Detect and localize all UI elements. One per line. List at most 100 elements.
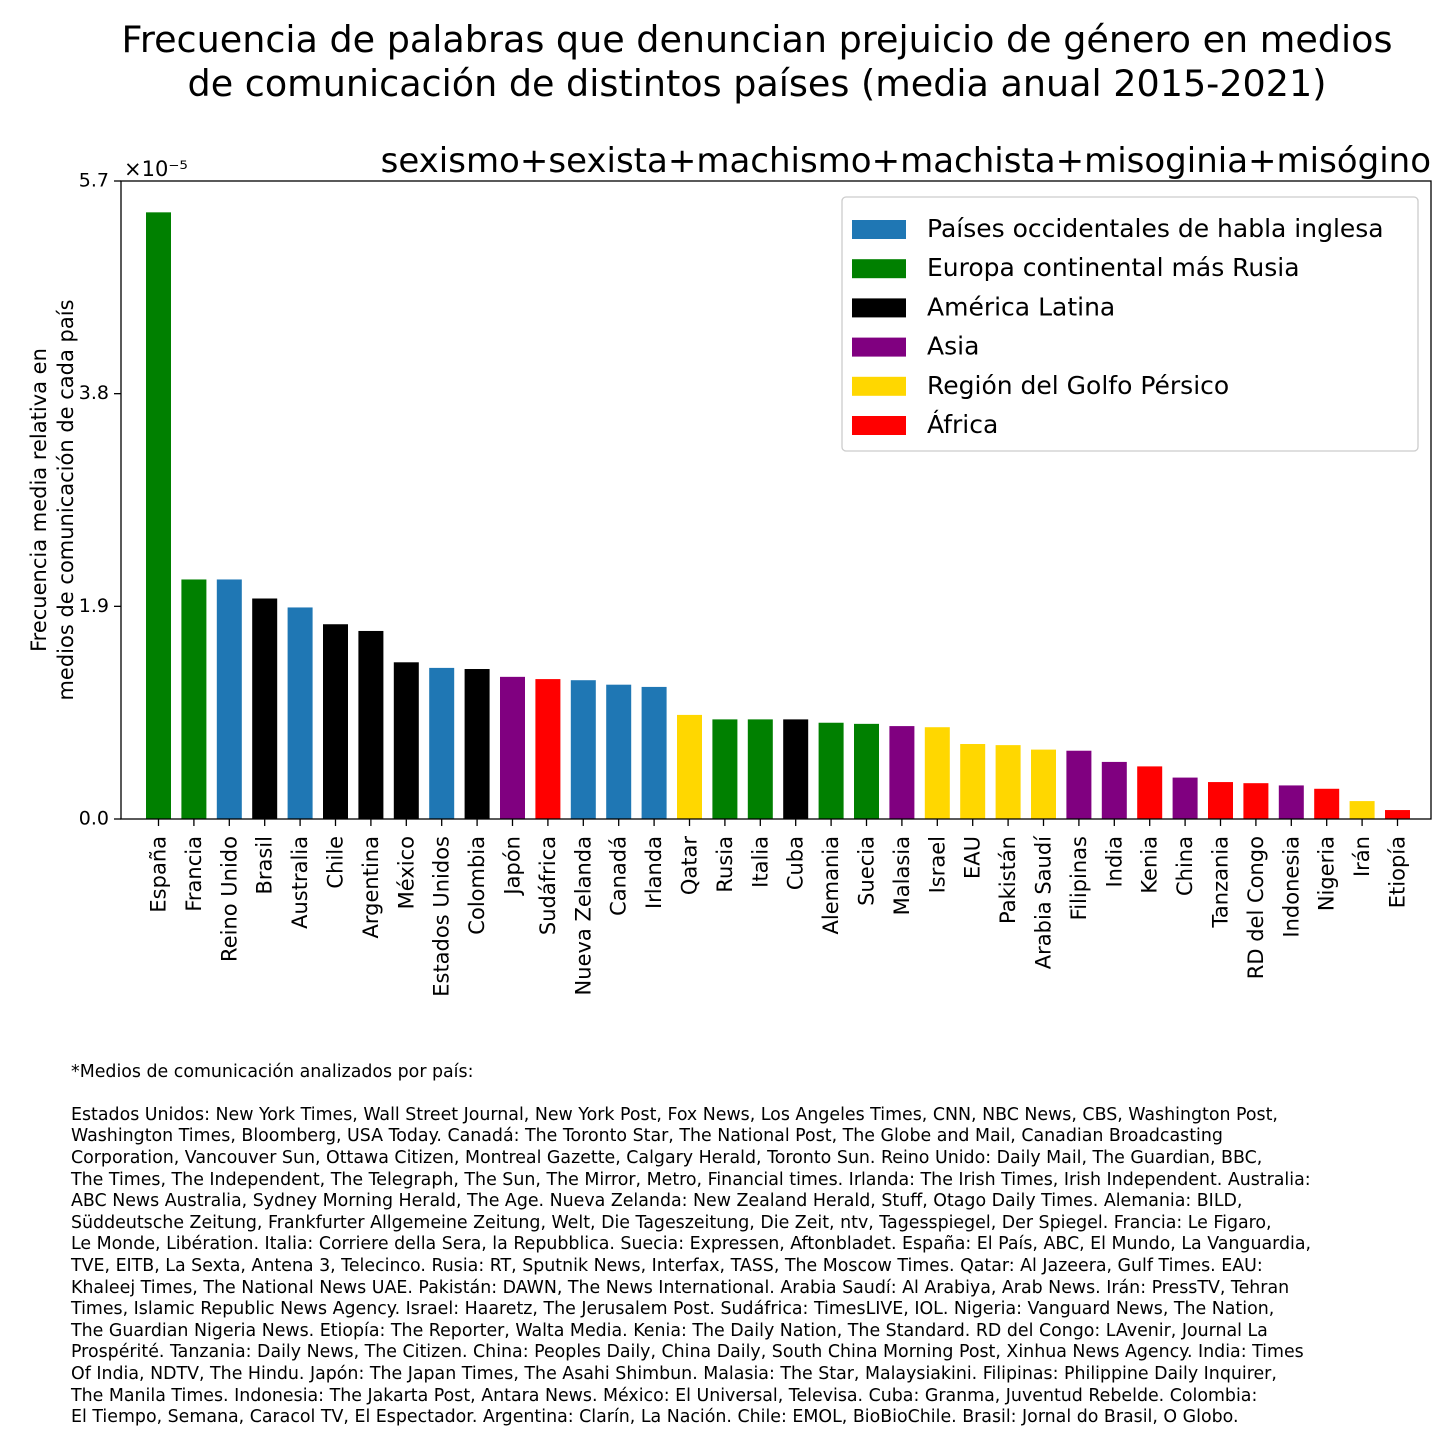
x-tick-label: Israel (925, 836, 949, 893)
chart-title-line: Frecuencia de palabras que denuncian pre… (122, 18, 1393, 61)
bar (818, 722, 844, 819)
legend-swatch (852, 376, 906, 396)
bar (889, 726, 915, 819)
bar (606, 684, 632, 819)
x-tick-label: Nueva Zelanda (571, 836, 595, 995)
bar (1385, 810, 1410, 819)
bar (1349, 801, 1375, 819)
plot-frame (120, 180, 1432, 820)
x-tick-label: Chile (324, 836, 348, 889)
legend-label: África (927, 410, 998, 439)
x-tick-label: Colombia (465, 836, 489, 935)
bar (181, 579, 207, 819)
x-tick-label: Australia (288, 836, 312, 929)
x-tick-label: Suecia (855, 836, 879, 906)
bar (1031, 749, 1056, 819)
bar (641, 686, 667, 819)
x-tick-label: Sudáfrica (536, 836, 560, 935)
bar (323, 624, 348, 819)
chart-title-line: de comunicación de distintos países (med… (188, 62, 1327, 105)
y-tick-label: 5.7 (79, 170, 109, 192)
x-axis: España Francia Reino Unido Brasil Australia C… (147, 819, 1410, 997)
legend-swatch (852, 220, 906, 239)
legend-swatch (852, 298, 906, 318)
x-tick-label: Indonesia (1279, 836, 1303, 938)
x-tick-label: Irán (1350, 836, 1374, 877)
x-tick-label: EAU (961, 836, 985, 879)
bar (358, 630, 384, 819)
bar (393, 662, 419, 819)
bar (960, 744, 986, 819)
y-tick-label: 3.8 (79, 382, 109, 404)
bar (1137, 766, 1163, 819)
bar (1208, 782, 1233, 819)
y-axis-scale-label: ×10⁻⁵ (124, 157, 188, 181)
legend-swatch (852, 337, 906, 357)
x-tick-label: China (1173, 836, 1197, 896)
bar (1066, 750, 1092, 819)
x-tick-label: Alemania (819, 836, 843, 934)
x-tick-label: Irlanda (642, 836, 666, 909)
bar (677, 714, 702, 819)
bar (1278, 785, 1304, 819)
bar (1172, 777, 1198, 819)
bar (146, 212, 171, 820)
bar (500, 676, 525, 819)
bar (924, 727, 950, 819)
x-tick-label: Kenia (1138, 836, 1162, 894)
x-tick-label: Cuba (784, 836, 808, 890)
x-tick-label: Qatar (678, 836, 702, 896)
bar (287, 607, 313, 819)
x-tick-label: Canadá (607, 836, 631, 916)
legend: Países occidentales de habla inglesa Euro… (841, 196, 1419, 452)
y-tick-label: 0.0 (79, 808, 109, 830)
bar (854, 723, 879, 819)
y-axis-label-line: medios de comunicación de cada país (54, 299, 78, 700)
y-axis-label: Frecuencia media relativa en medios de co… (27, 299, 78, 700)
legend-swatch (852, 259, 906, 279)
bar (1314, 788, 1340, 819)
x-tick-label: RD del Congo (1244, 836, 1268, 979)
x-tick-label: Italia (748, 836, 772, 888)
x-tick-label: India (1102, 836, 1126, 888)
footnote-body: Estados Unidos: New York Times, Wall Str… (71, 1104, 1312, 1428)
legend-label: América Latina (927, 292, 1115, 321)
x-tick-label: Arabia Saudí (1032, 835, 1056, 969)
footnote-heading: *Medios de comunicación analizados por p… (71, 1061, 474, 1082)
bar (1243, 783, 1269, 819)
x-tick-label: España (147, 836, 171, 913)
legend-box (841, 196, 1419, 452)
x-tick-label: Rusia (713, 836, 737, 893)
bar (429, 667, 455, 819)
legend-label: Europa continental más Rusia (927, 253, 1300, 282)
bar (1101, 761, 1127, 819)
x-tick-label: Francia (182, 836, 206, 912)
legend-swatch (852, 416, 906, 435)
x-tick-label: Reino Unido (217, 836, 241, 962)
bar (535, 679, 561, 819)
x-tick-label: Filipinas (1067, 836, 1091, 920)
legend-label: Países occidentales de habla inglesa (927, 214, 1384, 243)
legend-label: Región del Golfo Pérsico (927, 371, 1229, 400)
bar (995, 745, 1021, 819)
y-axis: 0.0 1.9 3.8 5.7 (79, 170, 121, 830)
chart-title: Frecuencia de palabras que denuncian pre… (122, 18, 1393, 105)
bars (146, 212, 1410, 820)
bar (783, 719, 809, 819)
media-footnote: *Medios de comunicación analizados por p… (71, 1040, 1443, 1450)
bar (747, 719, 773, 819)
legend-label: Asia (927, 332, 979, 361)
bar (252, 598, 278, 819)
x-tick-label: Tanzania (1209, 836, 1233, 928)
bar-chart: Frecuencia de palabras que denuncian pre… (27, 18, 1432, 997)
x-tick-label: Brasil (253, 836, 277, 895)
x-tick-label: Argentina (359, 836, 383, 938)
x-tick-label: Japón (501, 836, 525, 897)
x-tick-label: Estados Unidos (430, 836, 454, 997)
bar (216, 579, 242, 819)
x-tick-label: Malasia (890, 836, 914, 915)
x-tick-label: Nigeria (1315, 836, 1339, 911)
bar (464, 669, 490, 819)
y-tick-label: 1.9 (79, 595, 109, 617)
x-tick-label: México (394, 836, 418, 909)
